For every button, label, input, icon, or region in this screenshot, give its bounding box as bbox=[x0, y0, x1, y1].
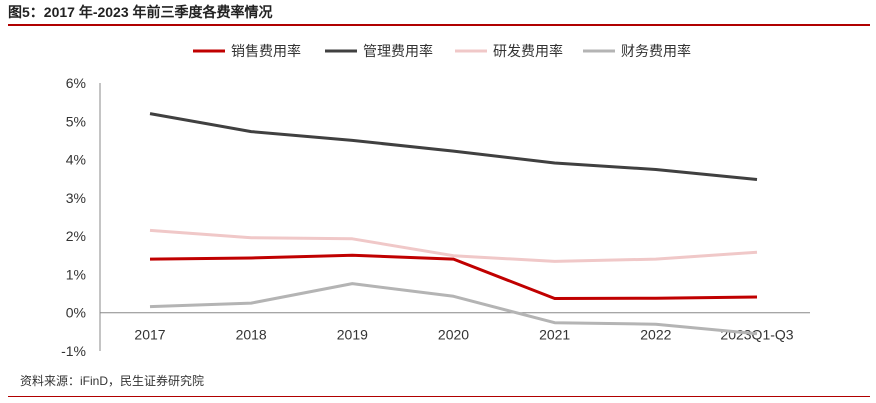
y-tick-label: -1% bbox=[61, 343, 86, 359]
bottom-rule bbox=[8, 396, 870, 397]
y-tick-label: 0% bbox=[66, 305, 86, 321]
legend-label: 研发费用率 bbox=[493, 43, 563, 60]
x-tick-label: 2022 bbox=[640, 327, 671, 343]
x-axis: 2017 2018 2019 2020 2021 2022 2023Q1-Q3 bbox=[100, 312, 810, 343]
series-line bbox=[149, 282, 758, 336]
x-tick-label: 2018 bbox=[236, 327, 267, 343]
x-tick-label: 2017 bbox=[134, 327, 165, 343]
series-line bbox=[149, 112, 758, 181]
legend-label: 财务费用率 bbox=[621, 43, 691, 60]
y-tick-label: 1% bbox=[66, 266, 86, 282]
series-line bbox=[149, 253, 758, 300]
y-tick-label: 4% bbox=[66, 152, 86, 168]
title-rule bbox=[8, 24, 870, 26]
legend: 销售费用率 管理费用率 研发费用率 财务费用率 bbox=[193, 43, 691, 60]
series-lines bbox=[149, 112, 758, 336]
series-line bbox=[149, 228, 758, 263]
legend-label: 管理费用率 bbox=[363, 43, 433, 60]
x-tick-label: 2023Q1-Q3 bbox=[720, 327, 793, 343]
source-note: 资料来源：iFinD，民生证券研究院 bbox=[20, 374, 205, 388]
y-tick-label: 6% bbox=[66, 75, 86, 91]
y-tick-label: 2% bbox=[66, 228, 86, 244]
x-tick-label: 2020 bbox=[438, 327, 469, 343]
chart-title: 图5：2017 年-2023 年前三季度各费率情况 bbox=[8, 4, 273, 20]
legend-label: 销售费用率 bbox=[231, 43, 301, 60]
y-tick-label: 5% bbox=[66, 113, 86, 129]
y-tick-label: 3% bbox=[66, 190, 86, 206]
x-tick-label: 2019 bbox=[337, 327, 368, 343]
y-axis: -1% 0% 1% 2% 3% 4% 5% 6% bbox=[61, 75, 101, 359]
x-tick-label: 2021 bbox=[539, 327, 570, 343]
